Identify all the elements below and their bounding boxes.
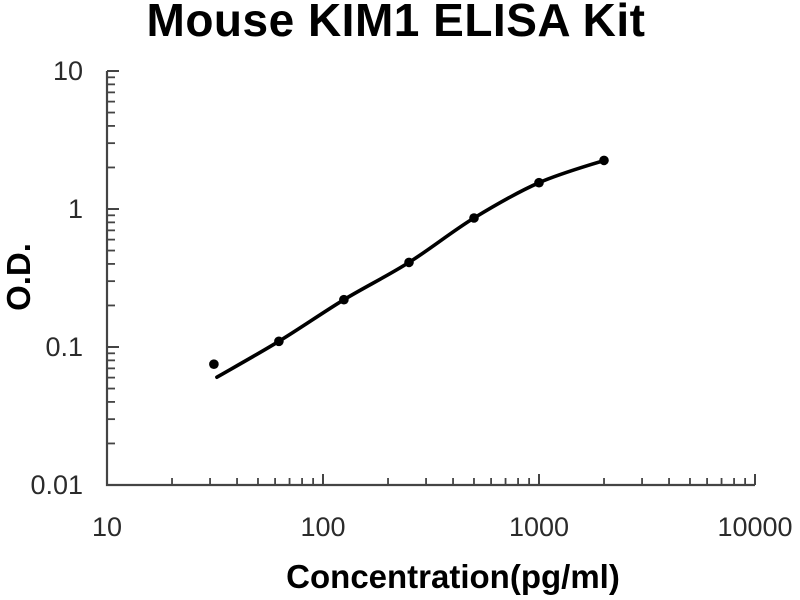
y-axis-tick-label: 0.1	[45, 332, 83, 362]
series-standard-curve	[209, 155, 609, 379]
x-axis-tick-label: 1000	[509, 512, 569, 542]
x-axis-tick-label: 10	[92, 512, 122, 542]
data-point	[209, 359, 219, 370]
axes: 10 100 1000 10000 0.01 0.1 1 10	[30, 56, 792, 542]
data-point	[339, 294, 349, 305]
axis-spines	[105, 71, 755, 487]
chart-title: Mouse KIM1 ELISA Kit	[147, 0, 646, 46]
data-point	[404, 257, 414, 268]
x-axis-tick-label: 10000	[717, 512, 792, 542]
data-point	[599, 155, 609, 166]
data-point	[534, 177, 544, 188]
y-axis-tick-label: 1	[68, 194, 83, 224]
y-axis-tick-label: 0.01	[30, 470, 83, 500]
data-point	[274, 336, 284, 347]
fit-curve	[215, 158, 606, 379]
y-axis-tick-label: 10	[53, 56, 83, 86]
x-axis-tick-label: 100	[300, 512, 345, 542]
x-axis-title: Concentration(pg/ml)	[286, 558, 620, 595]
y-axis-title: O.D.	[0, 243, 37, 311]
data-point	[469, 213, 479, 223]
